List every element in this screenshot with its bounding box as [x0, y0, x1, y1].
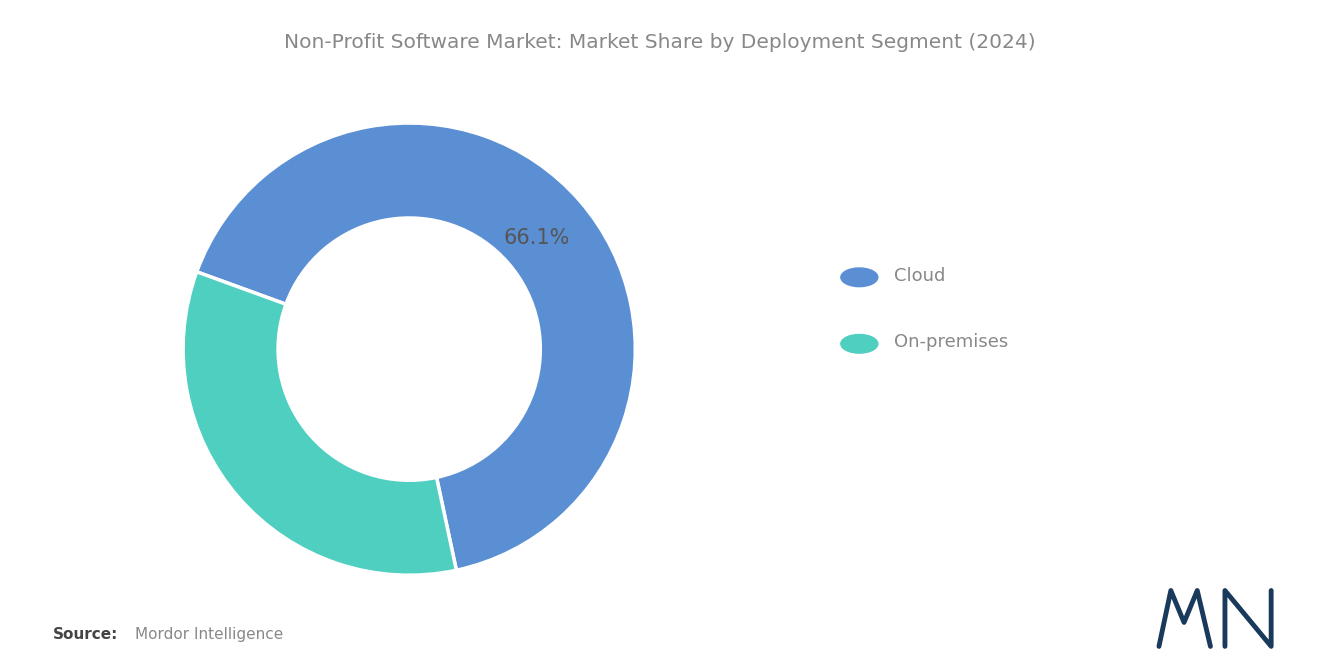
Text: Non-Profit Software Market: Market Share by Deployment Segment (2024): Non-Profit Software Market: Market Share… [284, 33, 1036, 53]
Text: 66.1%: 66.1% [504, 228, 570, 248]
Wedge shape [197, 123, 635, 571]
Text: On-premises: On-premises [894, 333, 1008, 352]
Text: Source:: Source: [53, 626, 119, 642]
Text: Mordor Intelligence: Mordor Intelligence [135, 626, 282, 642]
Wedge shape [183, 272, 457, 575]
Text: Cloud: Cloud [894, 267, 945, 285]
